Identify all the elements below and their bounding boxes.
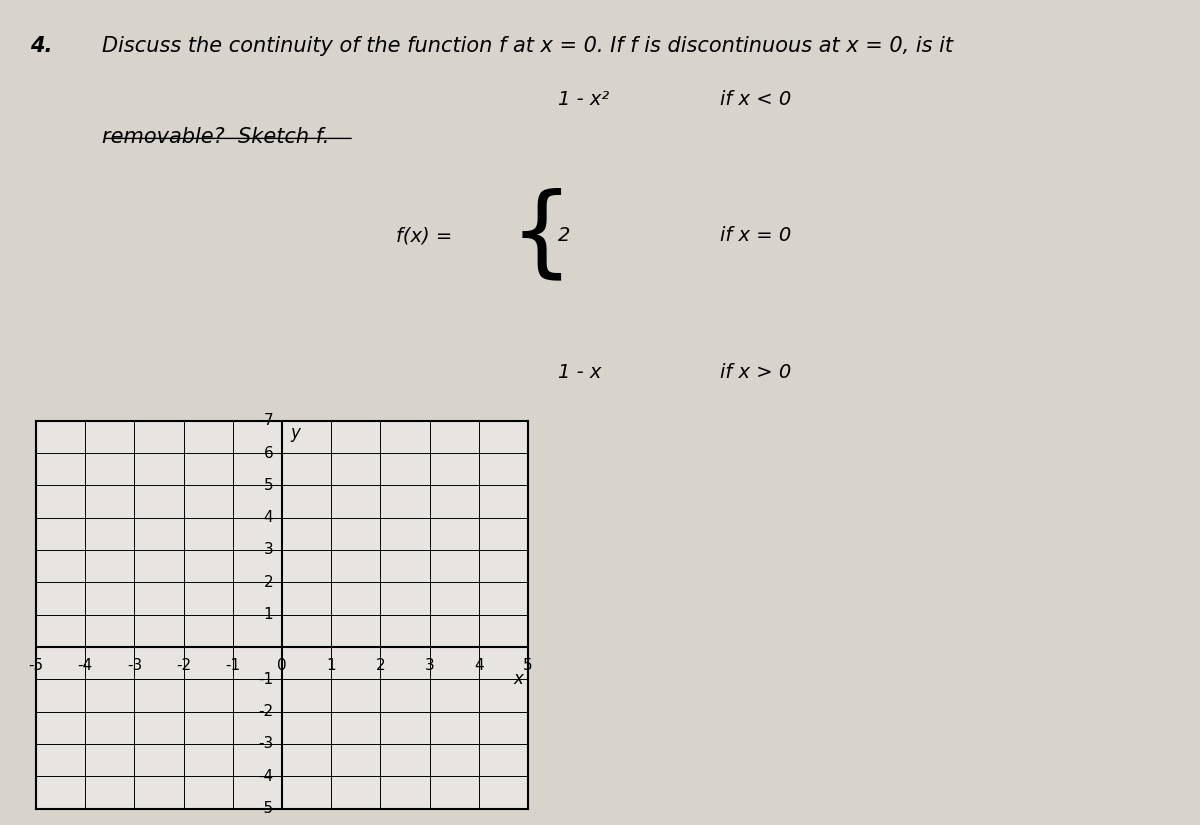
Text: -3: -3	[258, 737, 274, 752]
Text: 5: 5	[523, 658, 533, 673]
Text: 7: 7	[264, 413, 274, 428]
Text: x: x	[514, 670, 523, 687]
Text: 2: 2	[264, 575, 274, 590]
Text: f(x) =: f(x) =	[396, 226, 452, 246]
Text: 4: 4	[474, 658, 484, 673]
Text: 1: 1	[264, 607, 274, 622]
Text: y: y	[290, 424, 301, 442]
Text: 5: 5	[264, 478, 274, 493]
Text: -4: -4	[258, 769, 274, 784]
Text: -1: -1	[226, 658, 240, 673]
Text: {: {	[510, 187, 574, 285]
Text: if x = 0: if x = 0	[720, 226, 791, 246]
Text: 3: 3	[263, 543, 274, 558]
Text: 6: 6	[263, 446, 274, 460]
Text: 4.: 4.	[30, 36, 53, 56]
Text: -1: -1	[258, 672, 274, 686]
Text: -5: -5	[29, 658, 43, 673]
Text: 0: 0	[277, 658, 287, 673]
Text: -3: -3	[127, 658, 142, 673]
Text: removable?  Sketch f.: removable? Sketch f.	[102, 127, 329, 147]
Text: -5: -5	[258, 801, 274, 816]
Text: if x < 0: if x < 0	[720, 90, 791, 110]
Text: if x > 0: if x > 0	[720, 362, 791, 382]
Text: Discuss the continuity of the function f at x = 0. If f is discontinuous at x = : Discuss the continuity of the function f…	[102, 36, 953, 56]
Text: 2: 2	[558, 226, 570, 246]
Text: 3: 3	[425, 658, 434, 673]
Text: 2: 2	[376, 658, 385, 673]
Text: 1 - x²: 1 - x²	[558, 90, 610, 110]
Text: -2: -2	[176, 658, 191, 673]
Text: -4: -4	[78, 658, 92, 673]
Text: 1 - x: 1 - x	[558, 362, 601, 382]
Text: 4: 4	[264, 510, 274, 526]
Text: 1: 1	[326, 658, 336, 673]
Text: -2: -2	[258, 704, 274, 719]
